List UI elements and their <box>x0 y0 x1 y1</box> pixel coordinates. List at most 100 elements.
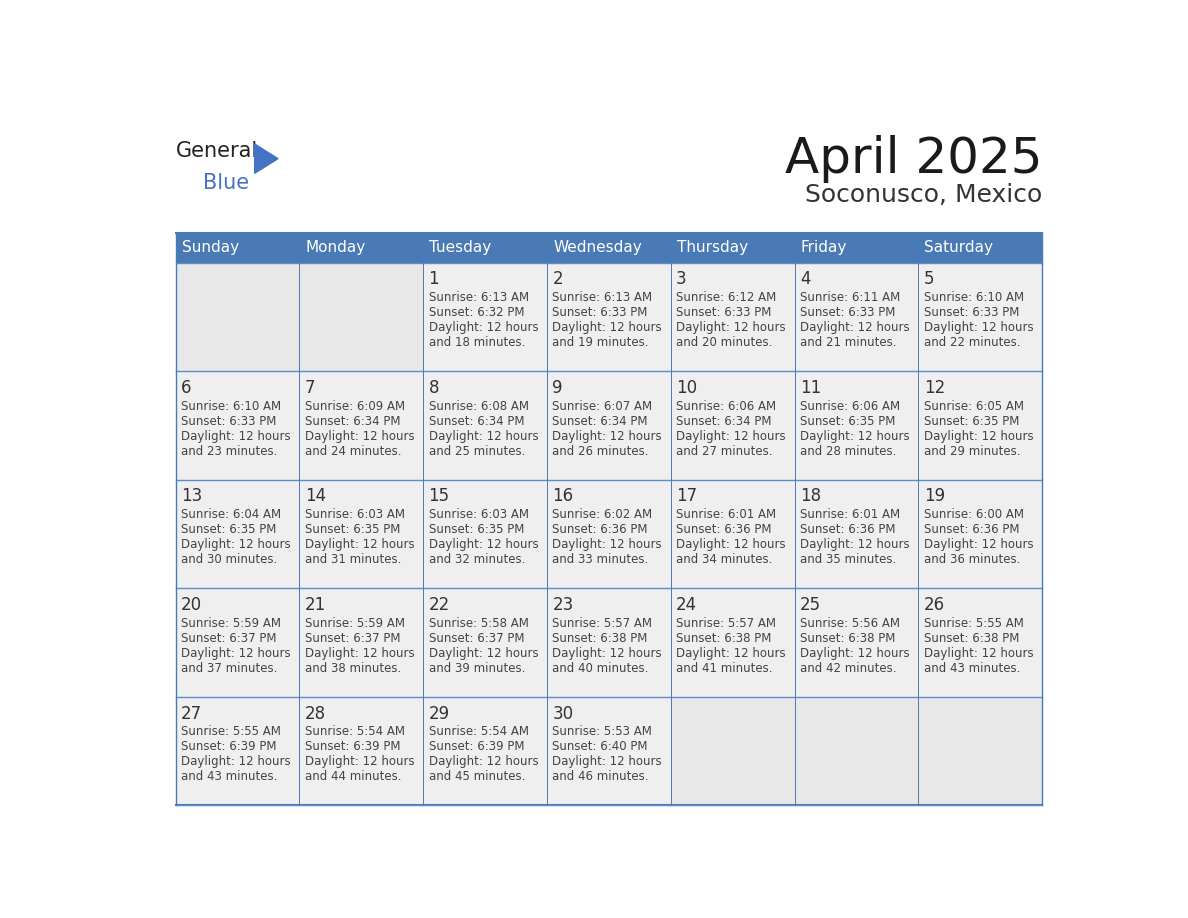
Text: Sunrise: 6:06 AM: Sunrise: 6:06 AM <box>800 399 901 413</box>
Text: 6: 6 <box>181 379 191 397</box>
Text: Sunrise: 5:57 AM: Sunrise: 5:57 AM <box>552 617 652 630</box>
Text: Sunrise: 6:11 AM: Sunrise: 6:11 AM <box>800 291 901 304</box>
Bar <box>671 697 795 805</box>
Text: Friday: Friday <box>801 241 847 255</box>
Text: Sunset: 6:38 PM: Sunset: 6:38 PM <box>924 632 1019 644</box>
Text: and 24 minutes.: and 24 minutes. <box>305 444 402 458</box>
Bar <box>176 588 299 697</box>
Text: Daylight: 12 hours: Daylight: 12 hours <box>676 538 785 552</box>
Text: Daylight: 12 hours: Daylight: 12 hours <box>181 647 291 660</box>
Text: Sunrise: 5:59 AM: Sunrise: 5:59 AM <box>305 617 405 630</box>
Bar <box>176 263 299 371</box>
Bar <box>546 263 671 371</box>
Text: Sunrise: 6:13 AM: Sunrise: 6:13 AM <box>552 291 652 304</box>
Text: and 29 minutes.: and 29 minutes. <box>924 444 1020 458</box>
Text: Sunset: 6:37 PM: Sunset: 6:37 PM <box>181 632 277 644</box>
Text: 4: 4 <box>800 270 810 288</box>
Text: Sunset: 6:39 PM: Sunset: 6:39 PM <box>429 741 524 754</box>
Text: Daylight: 12 hours: Daylight: 12 hours <box>552 756 662 768</box>
Text: Sunset: 6:37 PM: Sunset: 6:37 PM <box>429 632 524 644</box>
Text: and 21 minutes.: and 21 minutes. <box>800 336 897 349</box>
Text: 3: 3 <box>676 270 687 288</box>
Text: Sunset: 6:32 PM: Sunset: 6:32 PM <box>429 306 524 319</box>
Bar <box>546 588 671 697</box>
Text: Sunset: 6:36 PM: Sunset: 6:36 PM <box>924 523 1019 536</box>
Text: Daylight: 12 hours: Daylight: 12 hours <box>924 430 1034 442</box>
Text: Sunset: 6:35 PM: Sunset: 6:35 PM <box>800 415 896 428</box>
Text: and 43 minutes.: and 43 minutes. <box>181 770 278 783</box>
Text: and 27 minutes.: and 27 minutes. <box>676 444 772 458</box>
Text: 5: 5 <box>924 270 934 288</box>
Text: Saturday: Saturday <box>924 241 993 255</box>
Bar <box>299 588 423 697</box>
Text: Daylight: 12 hours: Daylight: 12 hours <box>552 430 662 442</box>
Text: Sunrise: 5:54 AM: Sunrise: 5:54 AM <box>429 725 529 738</box>
Text: Monday: Monday <box>305 241 366 255</box>
Bar <box>176 697 299 805</box>
Text: Wednesday: Wednesday <box>554 241 642 255</box>
Text: Sunset: 6:33 PM: Sunset: 6:33 PM <box>924 306 1019 319</box>
Text: Sunset: 6:35 PM: Sunset: 6:35 PM <box>305 523 400 536</box>
Text: Sunrise: 5:58 AM: Sunrise: 5:58 AM <box>429 617 529 630</box>
Bar <box>795 371 918 480</box>
Text: Sunrise: 5:57 AM: Sunrise: 5:57 AM <box>676 617 776 630</box>
Text: 13: 13 <box>181 487 202 506</box>
Text: and 44 minutes.: and 44 minutes. <box>305 770 402 783</box>
Text: Sunset: 6:34 PM: Sunset: 6:34 PM <box>429 415 524 428</box>
Text: 1: 1 <box>429 270 440 288</box>
Text: Daylight: 12 hours: Daylight: 12 hours <box>676 430 785 442</box>
Text: 11: 11 <box>800 379 821 397</box>
Text: 19: 19 <box>924 487 944 506</box>
Text: April 2025: April 2025 <box>784 135 1042 183</box>
Text: 20: 20 <box>181 596 202 614</box>
Bar <box>795 480 918 588</box>
Text: and 23 minutes.: and 23 minutes. <box>181 444 278 458</box>
Text: General: General <box>176 141 258 161</box>
Text: Daylight: 12 hours: Daylight: 12 hours <box>676 321 785 334</box>
Bar <box>299 480 423 588</box>
Bar <box>423 588 546 697</box>
Text: Daylight: 12 hours: Daylight: 12 hours <box>181 756 291 768</box>
Polygon shape <box>254 144 278 174</box>
Text: Sunrise: 6:08 AM: Sunrise: 6:08 AM <box>429 399 529 413</box>
Text: Daylight: 12 hours: Daylight: 12 hours <box>429 647 538 660</box>
Text: Sunset: 6:36 PM: Sunset: 6:36 PM <box>552 523 647 536</box>
Text: 10: 10 <box>676 379 697 397</box>
Text: and 40 minutes.: and 40 minutes. <box>552 662 649 675</box>
Bar <box>918 480 1042 588</box>
Text: 26: 26 <box>924 596 944 614</box>
Text: and 28 minutes.: and 28 minutes. <box>800 444 896 458</box>
Text: and 18 minutes.: and 18 minutes. <box>429 336 525 349</box>
Text: Sunset: 6:35 PM: Sunset: 6:35 PM <box>924 415 1019 428</box>
Text: Daylight: 12 hours: Daylight: 12 hours <box>305 430 415 442</box>
Text: Sunset: 6:39 PM: Sunset: 6:39 PM <box>305 741 400 754</box>
Text: Sunrise: 6:10 AM: Sunrise: 6:10 AM <box>181 399 282 413</box>
Text: and 35 minutes.: and 35 minutes. <box>800 554 896 566</box>
Bar <box>546 697 671 805</box>
Bar <box>671 263 795 371</box>
Text: Sunset: 6:33 PM: Sunset: 6:33 PM <box>800 306 896 319</box>
Bar <box>795 263 918 371</box>
Text: Tuesday: Tuesday <box>429 241 492 255</box>
Bar <box>176 371 299 480</box>
Text: Sunset: 6:37 PM: Sunset: 6:37 PM <box>305 632 400 644</box>
Text: Sunset: 6:39 PM: Sunset: 6:39 PM <box>181 741 277 754</box>
Bar <box>176 480 299 588</box>
Bar <box>795 697 918 805</box>
Text: Daylight: 12 hours: Daylight: 12 hours <box>676 647 785 660</box>
Text: Sunrise: 6:01 AM: Sunrise: 6:01 AM <box>676 509 776 521</box>
Text: Sunrise: 6:07 AM: Sunrise: 6:07 AM <box>552 399 652 413</box>
Bar <box>671 480 795 588</box>
Text: Sunset: 6:33 PM: Sunset: 6:33 PM <box>552 306 647 319</box>
Text: Sunrise: 6:05 AM: Sunrise: 6:05 AM <box>924 399 1024 413</box>
Text: Sunday: Sunday <box>182 241 239 255</box>
Text: Sunset: 6:36 PM: Sunset: 6:36 PM <box>676 523 772 536</box>
Text: Sunrise: 6:12 AM: Sunrise: 6:12 AM <box>676 291 777 304</box>
Text: Sunrise: 6:13 AM: Sunrise: 6:13 AM <box>429 291 529 304</box>
Text: Daylight: 12 hours: Daylight: 12 hours <box>552 538 662 552</box>
Text: Daylight: 12 hours: Daylight: 12 hours <box>305 647 415 660</box>
Text: Daylight: 12 hours: Daylight: 12 hours <box>924 647 1034 660</box>
Text: Sunrise: 5:54 AM: Sunrise: 5:54 AM <box>305 725 405 738</box>
Bar <box>176 233 1042 263</box>
Bar <box>423 480 546 588</box>
